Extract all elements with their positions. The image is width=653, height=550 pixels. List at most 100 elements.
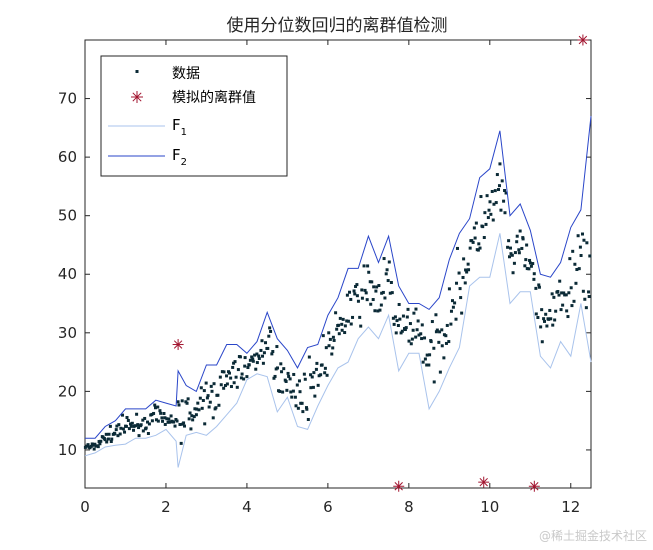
data-point xyxy=(141,429,145,433)
data-point xyxy=(408,322,412,326)
data-point xyxy=(430,320,434,324)
data-point xyxy=(587,290,591,294)
data-point xyxy=(343,324,347,328)
data-point xyxy=(379,303,383,307)
data-point xyxy=(239,376,243,380)
data-point xyxy=(302,372,306,376)
data-point xyxy=(411,328,415,332)
data-point xyxy=(110,437,114,441)
data-point xyxy=(254,367,258,371)
data-point xyxy=(388,291,392,295)
data-point xyxy=(421,360,425,364)
data-point xyxy=(580,232,584,236)
data-point xyxy=(459,296,463,300)
data-point xyxy=(267,334,271,338)
data-point xyxy=(296,406,300,410)
data-point xyxy=(537,283,541,287)
data-point xyxy=(165,417,169,421)
data-point xyxy=(545,324,549,328)
data-point xyxy=(200,406,204,410)
data-point xyxy=(412,311,416,315)
data-point xyxy=(438,370,442,374)
data-point xyxy=(572,299,576,303)
data-point xyxy=(126,418,130,422)
data-point xyxy=(118,432,122,436)
data-point xyxy=(117,423,121,427)
x-tick-label: 8 xyxy=(404,498,414,516)
data-point xyxy=(275,345,279,349)
data-point xyxy=(397,302,401,306)
data-point xyxy=(387,260,391,264)
data-point xyxy=(225,374,229,378)
data-point xyxy=(243,356,247,360)
data-point xyxy=(507,255,511,259)
data-point xyxy=(534,286,538,290)
data-point xyxy=(211,416,215,420)
data-point xyxy=(121,413,125,417)
data-point xyxy=(311,385,315,389)
data-point xyxy=(360,288,364,292)
data-point xyxy=(123,430,127,434)
data-point xyxy=(445,323,449,327)
data-point xyxy=(153,403,157,407)
data-point xyxy=(96,445,100,449)
data-point xyxy=(392,322,396,326)
data-point xyxy=(330,352,334,356)
data-point xyxy=(113,432,117,436)
data-point xyxy=(414,335,418,339)
data-point xyxy=(319,373,323,377)
data-point xyxy=(219,383,223,387)
x-tick-label: 4 xyxy=(242,498,252,516)
data-point xyxy=(564,293,568,297)
data-point xyxy=(196,401,200,405)
data-point xyxy=(198,396,202,400)
data-point xyxy=(372,285,376,289)
data-point xyxy=(511,271,515,275)
data-point xyxy=(364,291,368,295)
data-point xyxy=(203,422,207,426)
data-point xyxy=(458,287,462,291)
data-point xyxy=(152,411,156,415)
series-line-f1 xyxy=(84,233,592,468)
data-point xyxy=(378,308,382,312)
data-point xyxy=(125,415,129,419)
data-point xyxy=(103,438,107,442)
data-point xyxy=(285,388,289,392)
data-point xyxy=(260,339,264,343)
data-point xyxy=(229,385,233,389)
data-point xyxy=(581,289,585,293)
data-point xyxy=(583,297,587,301)
data-point xyxy=(444,341,448,345)
data-point xyxy=(332,338,336,342)
data-point xyxy=(300,401,304,405)
y-tick-label: 10 xyxy=(58,441,77,459)
data-point xyxy=(423,336,427,340)
data-point xyxy=(262,351,266,355)
data-point xyxy=(479,195,483,199)
data-point xyxy=(542,317,546,321)
data-point xyxy=(214,406,218,410)
outlier-point xyxy=(528,480,540,492)
data-point xyxy=(261,361,265,365)
data-point xyxy=(98,442,102,446)
data-point xyxy=(420,337,424,341)
data-point xyxy=(334,311,338,315)
data-point xyxy=(368,280,372,284)
data-point xyxy=(399,331,403,335)
data-point xyxy=(352,289,356,293)
data-point xyxy=(389,280,393,284)
data-point xyxy=(321,334,325,338)
x-tick-label: 12 xyxy=(561,498,580,516)
x-tick-label: 0 xyxy=(80,498,90,516)
data-point xyxy=(494,201,498,205)
data-point xyxy=(124,424,128,428)
data-point xyxy=(158,409,162,413)
data-point xyxy=(183,424,187,428)
data-point xyxy=(348,290,352,294)
data-point xyxy=(251,359,255,363)
data-point xyxy=(415,328,419,332)
data-point xyxy=(406,307,410,311)
data-point xyxy=(420,323,424,327)
data-point xyxy=(354,284,358,288)
